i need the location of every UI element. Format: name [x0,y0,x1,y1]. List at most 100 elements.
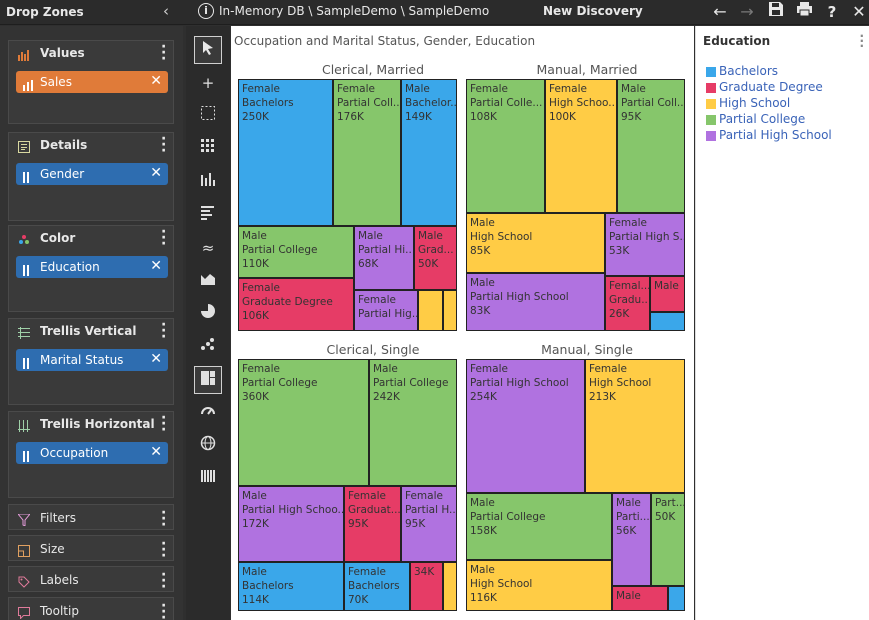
treemap-tile-label: Male [616,590,641,602]
dimension-icon [23,168,33,183]
treemap-tile-label: Male [654,280,679,292]
remove-icon[interactable]: ✕ [150,351,162,367]
globe-icon[interactable] [194,432,222,460]
treemap-icon[interactable] [194,366,222,394]
legend-label: Graduate Degree [719,80,823,94]
legend-title: Education [703,34,771,48]
more-icon[interactable]: · · · [161,598,167,620]
treemap-tile[interactable]: Male Partial High School 83K [466,273,605,331]
treemap-tile[interactable]: Female Graduat... 95K [344,486,401,562]
legend-label: Bachelors [719,64,779,78]
treemap-tile[interactable]: Female Partial High S... 53K [605,213,685,276]
remove-icon[interactable]: ✕ [150,258,162,274]
treemap-tile[interactable]: Male Parti... 56K [612,493,651,586]
treemap-tile[interactable]: Male High School 116K [466,560,612,611]
more-icon[interactable]: · · · [161,536,167,564]
remove-icon[interactable]: ✕ [150,444,162,460]
treemap-tile[interactable]: Male Bachelor... 149K [401,79,457,226]
treemap-tile[interactable]: Male High School 85K [466,213,605,273]
treemap-tile-label: Male High School 116K [470,564,533,604]
treemap-tile[interactable]: Femal... Gradu... 26K [605,276,650,331]
treemap-tile[interactable]: Male Grad... 50K [414,226,457,290]
treemap-tile[interactable] [418,290,443,331]
grid-icon[interactable] [194,135,222,163]
legend-swatch [706,67,716,77]
field-pill-sales[interactable]: Sales ✕ [16,71,168,93]
save-icon[interactable] [765,1,787,23]
treemap-tile[interactable]: Female Partial Colle... 108K [466,79,545,213]
treemap-tile[interactable]: Female Partial College 360K [238,359,369,486]
select-region-icon[interactable] [194,102,222,130]
treemap-tile[interactable]: Female Partial Hig... [354,290,418,331]
treemap-tile[interactable]: Female High Schoo... 100K [545,79,617,213]
area-chart-icon[interactable] [194,267,222,295]
treemap-panel: Female Partial High School 254K Female High … [466,359,685,611]
treemap-tile[interactable]: Male Partial College 110K [238,226,354,278]
help-icon[interactable]: ? [827,3,837,21]
treemap-tile[interactable]: Male Partial Hi... 68K [354,226,414,290]
zone-filters[interactable]: Filters · · · [8,504,174,533]
pill-label: Education [40,260,100,274]
treemap-tile[interactable]: Male Partial College 158K [466,493,612,560]
scatter-icon[interactable] [194,333,222,361]
treemap-tile[interactable]: Female Partial High School 254K [466,359,585,493]
field-pill-occupation[interactable]: Occupation ✕ [16,442,168,464]
more-icon[interactable]: · · · [161,131,167,159]
treemap-tile[interactable]: Male [650,276,685,312]
field-pill-marital-status[interactable]: Marital Status ✕ [16,349,168,371]
more-icon[interactable]: · · · [161,39,167,67]
treemap-tile[interactable]: Female Graduate Degree 106K [238,278,354,331]
calendar-icon[interactable] [194,465,222,493]
field-pill-gender[interactable]: Gender ✕ [16,163,168,185]
more-icon[interactable]: · · · [161,224,167,252]
treemap-tile[interactable]: 34K [410,562,443,611]
more-icon[interactable]: · · · [859,29,864,53]
more-icon[interactable]: · · · [161,567,167,595]
trellis-panel-title: Manual, Married [536,62,638,77]
remove-icon[interactable]: ✕ [150,73,162,89]
info-icon[interactable]: i [198,3,214,19]
more-icon[interactable]: · · · [161,317,167,345]
tag-icon [18,573,30,588]
treemap-tile[interactable]: Part... 50K [651,493,685,586]
treemap-tile[interactable]: Male Partial High Schoo... 172K [238,486,344,562]
zone-details: Details · · · Gender ✕ [8,132,174,221]
gauge-icon[interactable] [194,399,222,427]
zone-tooltip[interactable]: Tooltip · · · [8,597,174,620]
close-icon[interactable]: ✕ [852,2,866,21]
treemap-tile[interactable]: Male Partial College 242K [369,359,457,486]
zone-size[interactable]: Size · · · [8,535,174,564]
treemap-tile[interactable] [443,290,457,331]
treemap-tile[interactable]: Male [612,586,668,611]
pointer-icon[interactable] [194,36,222,64]
treemap-tile[interactable] [443,562,457,611]
treemap-tile[interactable]: Female Partial H... 95K [401,486,457,562]
treemap-tile[interactable] [668,586,685,611]
treemap-tile-label: Male Partial Coll... 95K [621,83,685,123]
back-arrow-icon[interactable]: ← [713,2,727,21]
line-chart-icon[interactable]: ≈ [201,239,215,257]
treemap-tile[interactable]: Male Bachelors 114K [238,562,344,611]
treemap-tile[interactable]: Female Bachelors 250K [238,79,333,226]
treemap-tile-label: Male Bachelors 114K [242,566,294,606]
chart-title: Occupation and Marital Status, Gender, E… [234,34,536,48]
bar-horizontal-icon[interactable] [194,201,222,229]
collapse-panel-icon[interactable]: ‹ [163,2,169,20]
print-icon[interactable] [793,1,815,23]
treemap-tile[interactable]: Female Bachelors 70K [344,562,410,611]
pie-chart-icon[interactable] [194,300,222,328]
crosshair-icon[interactable]: + [201,74,215,92]
more-icon[interactable]: · · · [161,505,167,533]
treemap-tile[interactable] [650,312,685,331]
zone-labels[interactable]: Labels · · · [8,566,174,595]
treemap-tile[interactable]: Female Partial Coll... 176K [333,79,401,226]
treemap-tile[interactable]: Female High School 213K [585,359,685,493]
bar-chart-icon[interactable] [194,168,222,196]
treemap-panel: Female Partial Colle... 108K Female High Sch… [466,79,685,331]
more-icon[interactable]: · · · [161,410,167,438]
remove-icon[interactable]: ✕ [150,165,162,181]
field-pill-education[interactable]: Education ✕ [16,256,168,278]
treemap-tile[interactable]: Male Partial Coll... 95K [617,79,685,213]
dimension-icon [23,354,33,369]
forward-arrow-icon[interactable]: → [740,2,754,21]
